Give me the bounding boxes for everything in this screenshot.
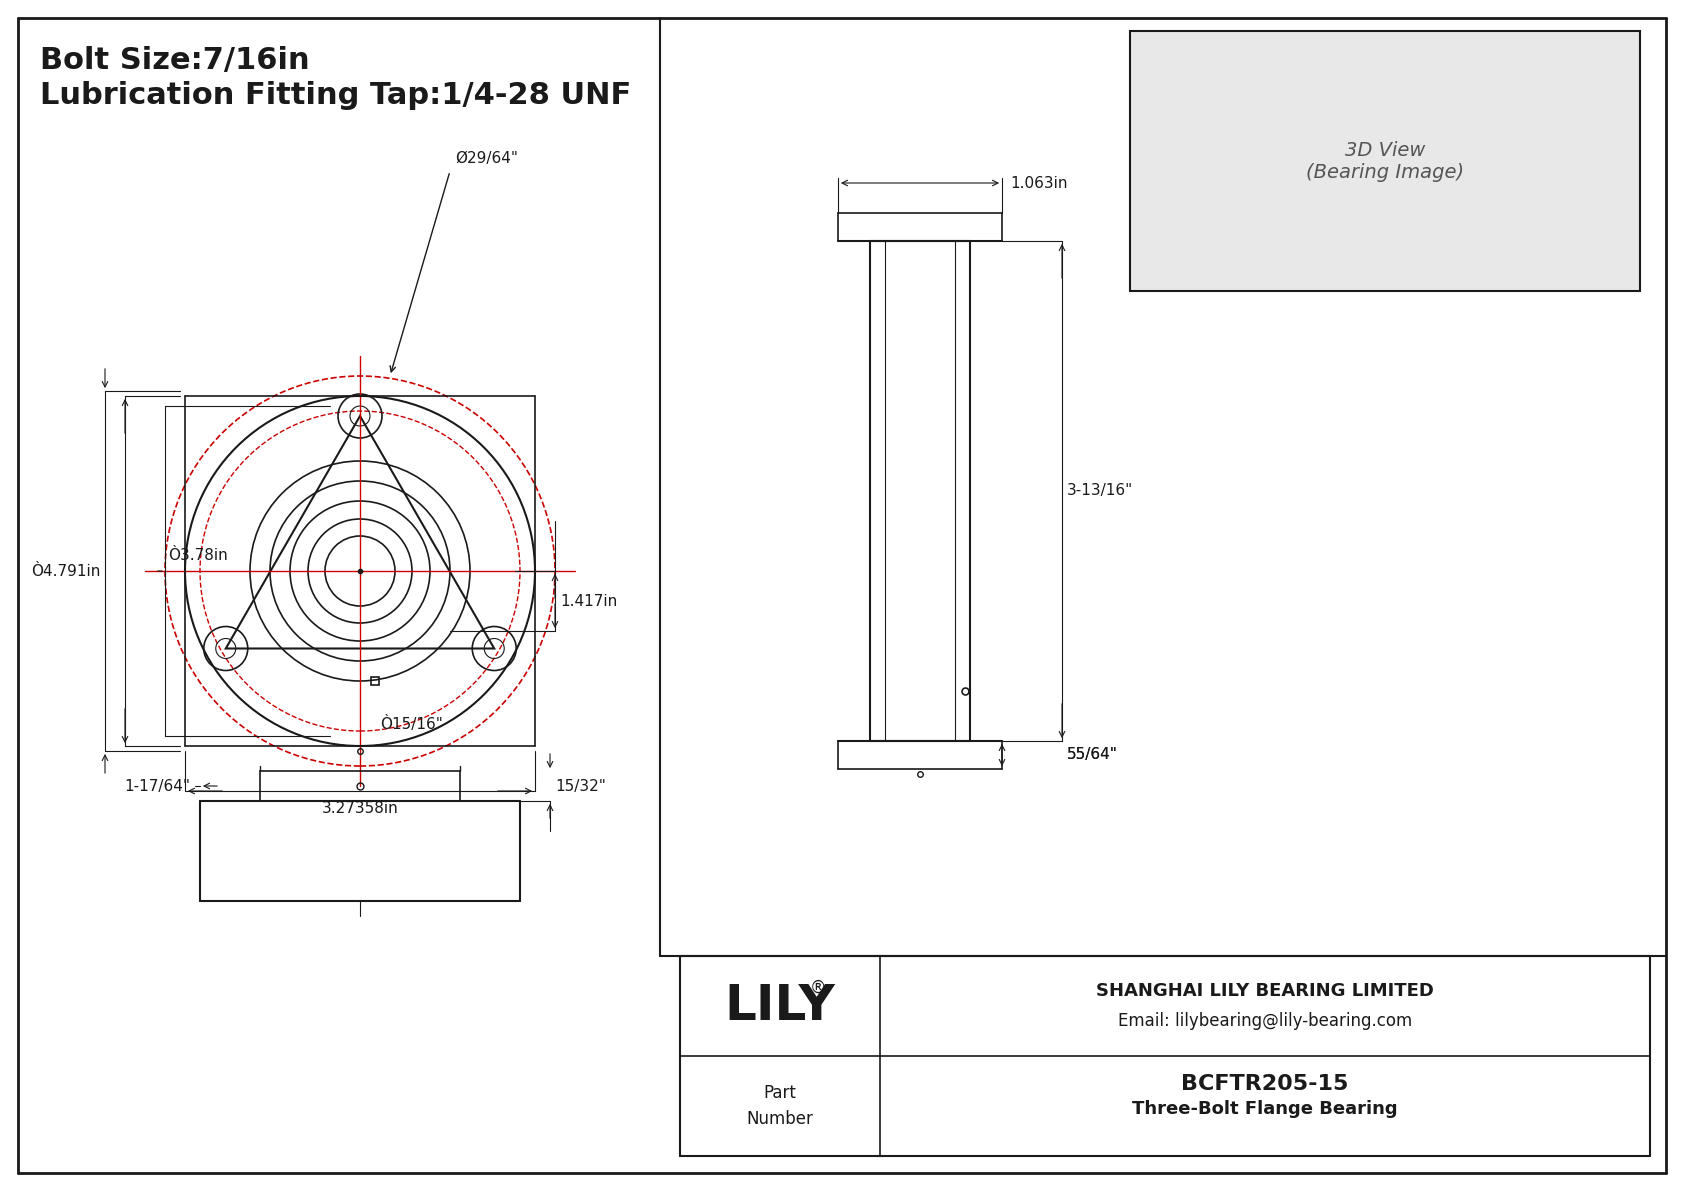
Text: Lubrication Fitting Tap:1/4-28 UNF: Lubrication Fitting Tap:1/4-28 UNF xyxy=(40,81,632,110)
Text: Ò3.78in: Ò3.78in xyxy=(168,549,227,563)
Text: 1.063in: 1.063in xyxy=(1010,175,1068,191)
Text: Part
Number: Part Number xyxy=(746,1085,813,1128)
Text: Ò4.791in: Ò4.791in xyxy=(30,563,99,579)
Text: 3-13/16": 3-13/16" xyxy=(1068,484,1133,499)
Text: BCFTR205-15: BCFTR205-15 xyxy=(1180,1074,1349,1095)
Text: 3D View
(Bearing Image): 3D View (Bearing Image) xyxy=(1305,141,1463,181)
Text: 55/64": 55/64" xyxy=(1068,748,1118,762)
Text: Three-Bolt Flange Bearing: Three-Bolt Flange Bearing xyxy=(1132,1100,1398,1118)
Text: Email: lilybearing@lily-bearing.com: Email: lilybearing@lily-bearing.com xyxy=(1118,1012,1413,1030)
Text: LILY: LILY xyxy=(724,983,835,1030)
Text: ®: ® xyxy=(810,979,827,997)
Text: Ø29/64": Ø29/64" xyxy=(455,151,519,166)
Text: 55/64": 55/64" xyxy=(1068,748,1118,762)
Text: Ò15/16": Ò15/16" xyxy=(381,716,443,732)
Text: 15/32": 15/32" xyxy=(556,779,606,793)
Text: 1-17/64": 1-17/64" xyxy=(125,779,190,793)
Text: 1.417in: 1.417in xyxy=(561,593,618,609)
Text: Bolt Size:7/16in: Bolt Size:7/16in xyxy=(40,46,310,75)
Text: SHANGHAI LILY BEARING LIMITED: SHANGHAI LILY BEARING LIMITED xyxy=(1096,983,1435,1000)
Bar xyxy=(1130,31,1640,291)
Text: 3.27358in: 3.27358in xyxy=(322,802,399,816)
